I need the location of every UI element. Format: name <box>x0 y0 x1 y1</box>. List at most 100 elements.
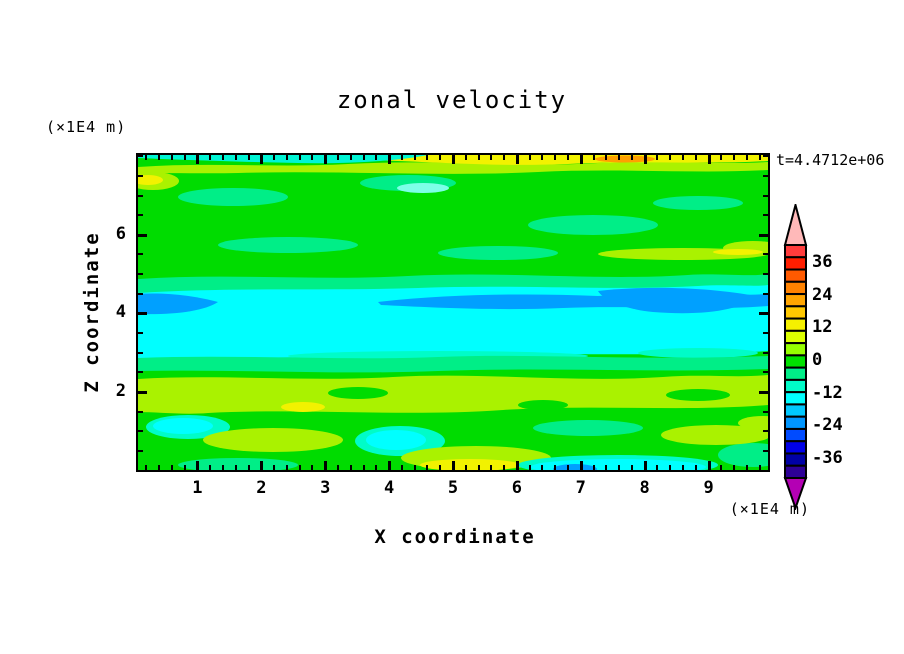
z-minor-tick <box>138 450 143 453</box>
z-minor-tick <box>138 430 143 433</box>
x-minor-tick <box>682 465 685 470</box>
z-minor-tick <box>763 214 768 217</box>
x-major-tick <box>515 155 519 164</box>
x-tick-label: 9 <box>703 478 714 498</box>
x-tick-label: 7 <box>575 478 586 498</box>
x-tick-label: 1 <box>192 478 203 498</box>
x-minor-tick <box>630 465 633 470</box>
colorbar-tick-label: 36 <box>812 252 833 272</box>
x-minor-tick <box>145 465 148 470</box>
z-minor-tick <box>138 410 143 413</box>
x-minor-tick <box>490 155 493 160</box>
x-minor-tick <box>605 155 608 160</box>
plot-area <box>136 153 770 472</box>
z-axis-title: Z coordinate <box>81 231 103 393</box>
z-minor-tick <box>138 214 143 217</box>
x-minor-tick <box>554 465 557 470</box>
x-major-tick <box>452 155 455 164</box>
x-minor-tick <box>375 465 378 470</box>
x-minor-tick <box>630 155 633 160</box>
x-major-tick <box>643 461 647 470</box>
z-minor-tick <box>763 155 768 158</box>
x-major-tick <box>196 155 200 164</box>
z-minor-tick <box>138 332 143 335</box>
x-minor-tick <box>439 155 442 160</box>
colorbar-tick-label: -36 <box>812 447 843 468</box>
z-minor-tick <box>763 410 768 413</box>
colorbar-tick-label: 0 <box>812 349 823 370</box>
x-minor-tick <box>592 155 595 160</box>
x-minor-tick <box>234 465 237 470</box>
x-minor-tick <box>567 155 569 160</box>
colorbar-tick-label: -24 <box>812 415 843 436</box>
x-minor-tick <box>158 465 161 470</box>
x-tick-label: 5 <box>447 478 459 498</box>
x-tick-label: 3 <box>320 478 331 498</box>
x-minor-tick <box>209 465 212 470</box>
x-minor-tick <box>298 465 301 470</box>
z-minor-tick <box>763 273 768 276</box>
z-minor-tick <box>763 351 768 354</box>
x-minor-tick <box>362 155 365 160</box>
z-minor-tick <box>763 371 768 374</box>
x-minor-tick <box>733 155 736 160</box>
x-minor-tick <box>694 155 697 160</box>
z-minor-tick <box>138 174 143 177</box>
x-minor-tick <box>349 465 352 470</box>
x-minor-tick <box>413 465 416 470</box>
x-minor-tick <box>336 465 339 470</box>
z-minor-tick <box>763 174 768 177</box>
x-minor-tick <box>298 155 301 160</box>
z-major-tick <box>759 312 768 316</box>
z-minor-tick <box>763 194 768 197</box>
x-major-tick <box>707 155 711 164</box>
x-minor-tick <box>234 155 237 160</box>
z-major-tick <box>138 312 147 316</box>
x-minor-tick <box>464 155 467 160</box>
z-minor-tick <box>763 430 768 433</box>
x-major-tick <box>324 461 328 470</box>
z-minor-tick <box>138 351 143 354</box>
x-minor-tick <box>400 155 403 160</box>
x-minor-tick <box>311 155 314 160</box>
x-minor-tick <box>554 155 557 160</box>
x-minor-tick <box>464 465 467 470</box>
x-major-tick <box>196 461 200 470</box>
x-minor-tick <box>503 465 506 470</box>
x-minor-tick <box>618 465 621 470</box>
z-axis-unit-label: (×1E4 m) <box>46 118 127 136</box>
x-major-tick <box>324 155 328 164</box>
x-major-tick <box>388 461 392 470</box>
x-tick-label: 4 <box>383 478 395 498</box>
z-minor-tick <box>763 292 768 295</box>
x-minor-tick <box>221 465 224 470</box>
x-minor-tick <box>745 155 748 160</box>
x-minor-tick <box>209 155 212 160</box>
z-major-tick <box>138 233 147 237</box>
x-axis-title: X coordinate <box>374 526 536 548</box>
z-tick-label: 4 <box>115 302 126 323</box>
x-minor-tick <box>247 155 250 160</box>
x-major-tick <box>388 155 392 164</box>
x-minor-tick <box>477 155 480 160</box>
x-minor-tick <box>145 155 148 160</box>
x-minor-tick <box>605 465 608 470</box>
x-minor-tick <box>362 465 365 470</box>
x-minor-tick <box>656 155 659 160</box>
x-minor-tick <box>669 465 672 470</box>
x-minor-tick <box>170 155 173 160</box>
x-minor-tick <box>758 155 761 160</box>
x-minor-tick <box>170 465 173 470</box>
z-minor-tick <box>138 273 143 276</box>
x-minor-tick <box>439 465 442 470</box>
z-minor-tick <box>138 155 143 158</box>
x-axis-unit-label: (×1E4 m) <box>729 500 810 518</box>
colorbar <box>783 201 809 512</box>
plot-title: zonal velocity <box>336 86 568 114</box>
x-minor-tick <box>758 465 761 470</box>
x-major-tick <box>452 461 455 470</box>
colorbar-tick-label: -12 <box>812 382 843 403</box>
z-major-tick <box>759 391 768 395</box>
colorbar-tick-label: 12 <box>812 317 833 338</box>
